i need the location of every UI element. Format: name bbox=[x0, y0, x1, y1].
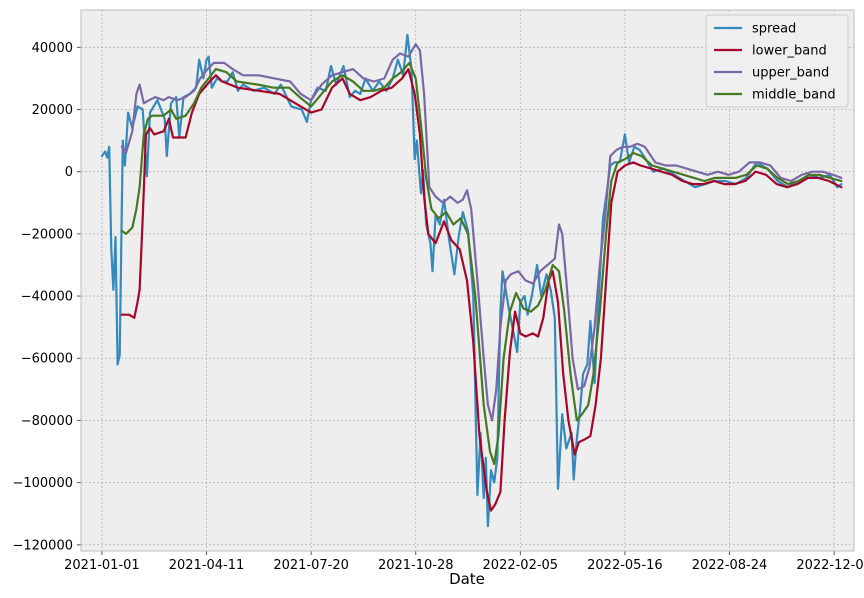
x-tick-label: 2022-08-24 bbox=[692, 558, 768, 573]
series-line-middle-band bbox=[120, 61, 843, 465]
y-tick-label: 0 bbox=[65, 165, 73, 180]
x-axis-title: Date bbox=[449, 570, 485, 588]
y-axis: 40000 20000 0 −20000 −40000 −60000 −80000 −1000… bbox=[12, 41, 81, 553]
series-lines bbox=[100, 33, 843, 528]
y-tick-label: −60000 bbox=[21, 352, 73, 367]
x-tick-label: 2022-12-02 bbox=[796, 558, 864, 573]
y-tick-label: −20000 bbox=[21, 227, 73, 242]
x-tick-label: 2021-01-01 bbox=[64, 558, 140, 573]
legend-box bbox=[705, 14, 849, 108]
y-tick-label: −120000 bbox=[12, 538, 73, 553]
grid bbox=[81, 10, 854, 551]
y-tick-label: −40000 bbox=[21, 290, 73, 305]
series-line-upper-band bbox=[120, 43, 843, 422]
x-tick-label: 2022-05-16 bbox=[587, 558, 663, 573]
legend: spread lower_band upper_band middle_band bbox=[705, 14, 849, 108]
x-tick-label: 2022-02-05 bbox=[483, 558, 559, 573]
x-tick-label: 2021-07-20 bbox=[273, 558, 349, 573]
series-line-lower-band bbox=[120, 67, 843, 512]
y-tick-label: 40000 bbox=[32, 41, 73, 56]
x-tick-label: 2021-10-28 bbox=[378, 558, 454, 573]
x-tick-label: 2021-04-11 bbox=[169, 558, 245, 573]
legend-label-spread: spread bbox=[752, 22, 796, 37]
y-tick-label: −100000 bbox=[12, 476, 73, 491]
legend-label-middle-band: middle_band bbox=[752, 88, 836, 103]
y-tick-label: 20000 bbox=[32, 103, 73, 118]
legend-label-upper-band: upper_band bbox=[752, 66, 829, 81]
y-tick-label: −80000 bbox=[21, 414, 73, 429]
legend-label-lower-band: lower_band bbox=[752, 44, 827, 59]
x-axis: 2021-01-01 2021-04-11 2021-07-20 2021-10-28… bbox=[64, 551, 864, 573]
plot-frame bbox=[80, 9, 855, 552]
